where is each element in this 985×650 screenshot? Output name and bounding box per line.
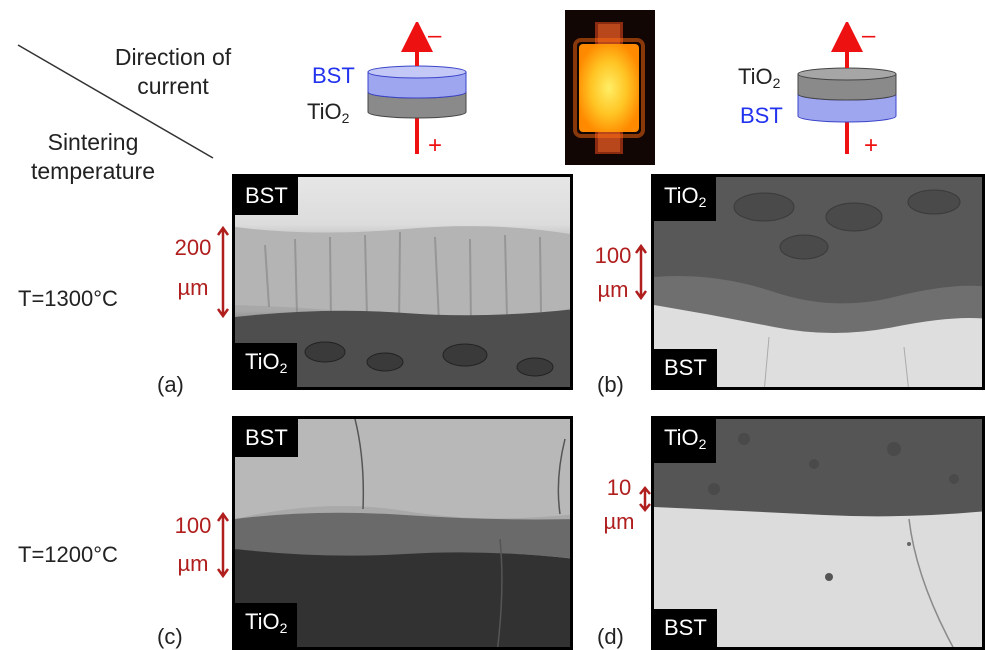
micrograph-panel-b: TiO2 BST	[651, 174, 985, 390]
panel-a-bottom-tag: TiO2	[235, 343, 298, 387]
left-diagram-plus-sign: +	[428, 132, 443, 159]
header-diagonal-line	[17, 44, 214, 159]
panel-letter-c: (c)	[157, 624, 183, 649]
direction-of-current-label: Direction of current	[114, 44, 232, 99]
row-label-1200: T=1200°C	[18, 542, 118, 567]
right-diagram-minus-sign: –	[862, 22, 876, 49]
left-diagram-top-label: BST	[312, 63, 355, 88]
sintering-temperature-label: Sintering temperature	[30, 129, 155, 184]
panel-letter-a: (a)	[157, 372, 184, 397]
panel-letter-b: (b)	[597, 372, 624, 397]
micrograph-panel-d: TiO2 BST	[651, 416, 985, 650]
right-diagram-bottom-label: BST	[740, 103, 783, 128]
left-sample-stack-diagram	[367, 22, 467, 154]
panel-c-top-tag: BST	[235, 419, 298, 457]
scale-bar-c: 100 µm	[170, 512, 230, 578]
micrograph-panel-c: BST TiO2	[232, 416, 573, 650]
scale-bar-d: 10 µm	[598, 474, 654, 534]
left-diagram-minus-sign: –	[428, 22, 442, 49]
panel-d-top-tag: TiO2	[654, 419, 717, 463]
micrograph-c-image	[235, 419, 570, 647]
glowing-sample-photo	[565, 10, 655, 165]
panel-d-bottom-tag: BST	[654, 609, 717, 647]
panel-letter-d: (d)	[597, 624, 624, 649]
right-diagram-top-label: TiO2	[738, 64, 781, 91]
panel-b-top-tag: TiO2	[654, 177, 717, 221]
right-diagram-plus-sign: +	[864, 132, 879, 159]
panel-b-bottom-tag: BST	[654, 349, 717, 387]
right-sample-stack-diagram	[797, 22, 897, 154]
panel-c-bottom-tag: TiO2	[235, 603, 298, 647]
panel-a-top-tag: BST	[235, 177, 298, 215]
scale-bar-a: 200 µm	[170, 226, 230, 318]
scale-bar-b: 100 µm	[590, 243, 650, 302]
micrograph-panel-a: BST TiO2	[232, 174, 573, 390]
row-label-1300: T=1300°C	[18, 286, 118, 311]
left-diagram-bottom-label: TiO2	[307, 99, 350, 126]
